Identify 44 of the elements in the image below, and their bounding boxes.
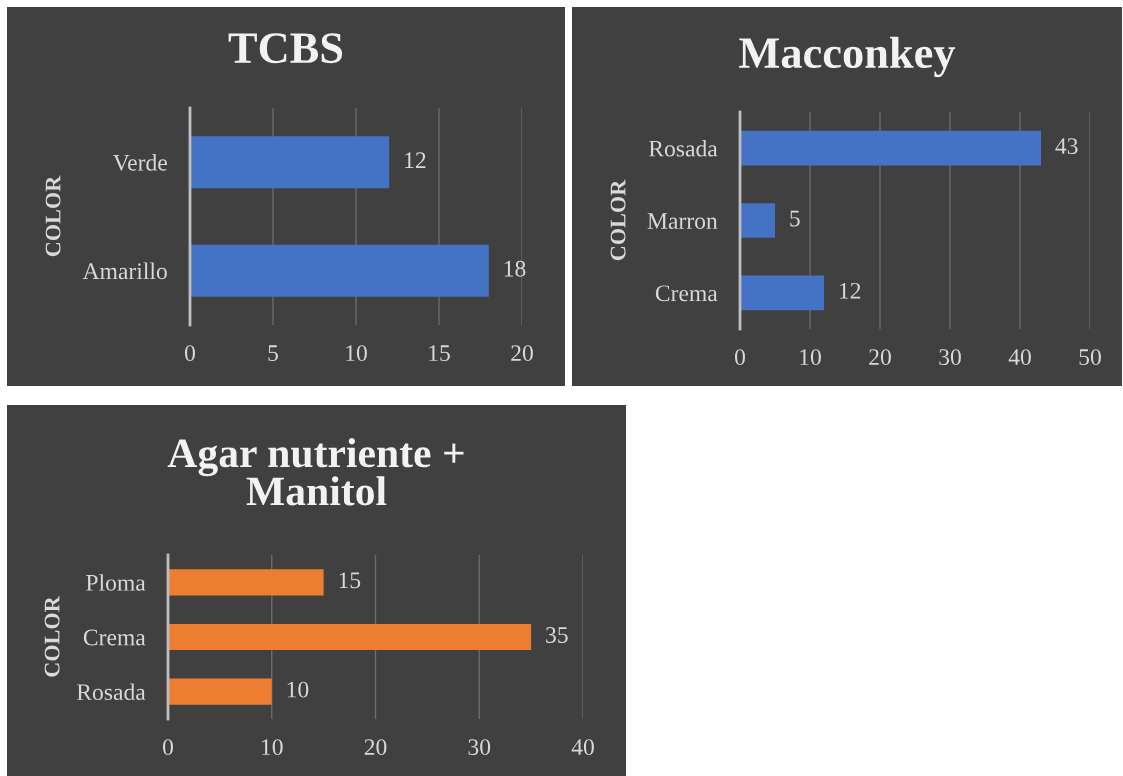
x-tick-label: 10 bbox=[800, 349, 821, 366]
bar bbox=[168, 569, 324, 596]
x-tick-label: 10 bbox=[346, 345, 367, 362]
y-axis-title: COLOR bbox=[610, 179, 626, 261]
chart-title: Agar nutriente + Manitol bbox=[167, 438, 464, 506]
bar bbox=[740, 203, 775, 238]
y-tick-label: Amarillo bbox=[82, 262, 167, 280]
y-tick-label: Marron bbox=[647, 213, 718, 229]
y-axis-title: COLOR bbox=[45, 175, 61, 257]
x-tick-label: 20 bbox=[511, 345, 533, 362]
data-label: 15 bbox=[339, 572, 361, 589]
x-tick-label: 40 bbox=[1008, 349, 1031, 366]
y-tick-label: Rosada bbox=[648, 139, 718, 157]
x-tick-label: 15 bbox=[429, 345, 450, 362]
x-tick-label: 40 bbox=[571, 739, 594, 756]
y-tick-label: Verde bbox=[112, 154, 167, 171]
bar bbox=[740, 275, 824, 311]
x-tick-label: 10 bbox=[262, 739, 283, 756]
y-axis-title: COLOR bbox=[44, 596, 60, 677]
bar bbox=[740, 130, 1041, 166]
x-tick-label: 5 bbox=[268, 345, 278, 362]
chart-title: TCBS bbox=[228, 33, 343, 64]
y-tick-label: Rosada bbox=[76, 683, 146, 701]
x-tick-label: 20 bbox=[364, 739, 387, 756]
y-tick-label: Crema bbox=[655, 285, 718, 302]
bar bbox=[168, 678, 272, 705]
data-label: 43 bbox=[1055, 138, 1078, 155]
x-tick-label: 30 bbox=[468, 739, 491, 756]
x-tick-label: 20 bbox=[869, 349, 891, 366]
y-tick-label: Ploma bbox=[86, 574, 146, 591]
data-label: 35 bbox=[546, 627, 568, 643]
bar bbox=[168, 623, 532, 651]
x-tick-label: 0 bbox=[735, 349, 745, 366]
data-label: 12 bbox=[839, 282, 861, 299]
data-label: 18 bbox=[504, 260, 526, 277]
data-label: 5 bbox=[790, 210, 800, 227]
x-tick-label: 50 bbox=[1079, 349, 1101, 366]
x-tick-label: 30 bbox=[939, 349, 961, 366]
data-label: 12 bbox=[405, 152, 426, 168]
chart-title: Macconkey bbox=[739, 36, 956, 78]
y-tick-label: Crema bbox=[83, 629, 146, 646]
data-label: 10 bbox=[287, 681, 309, 698]
x-tick-label: 0 bbox=[163, 739, 173, 756]
x-tick-label: 0 bbox=[185, 345, 195, 362]
